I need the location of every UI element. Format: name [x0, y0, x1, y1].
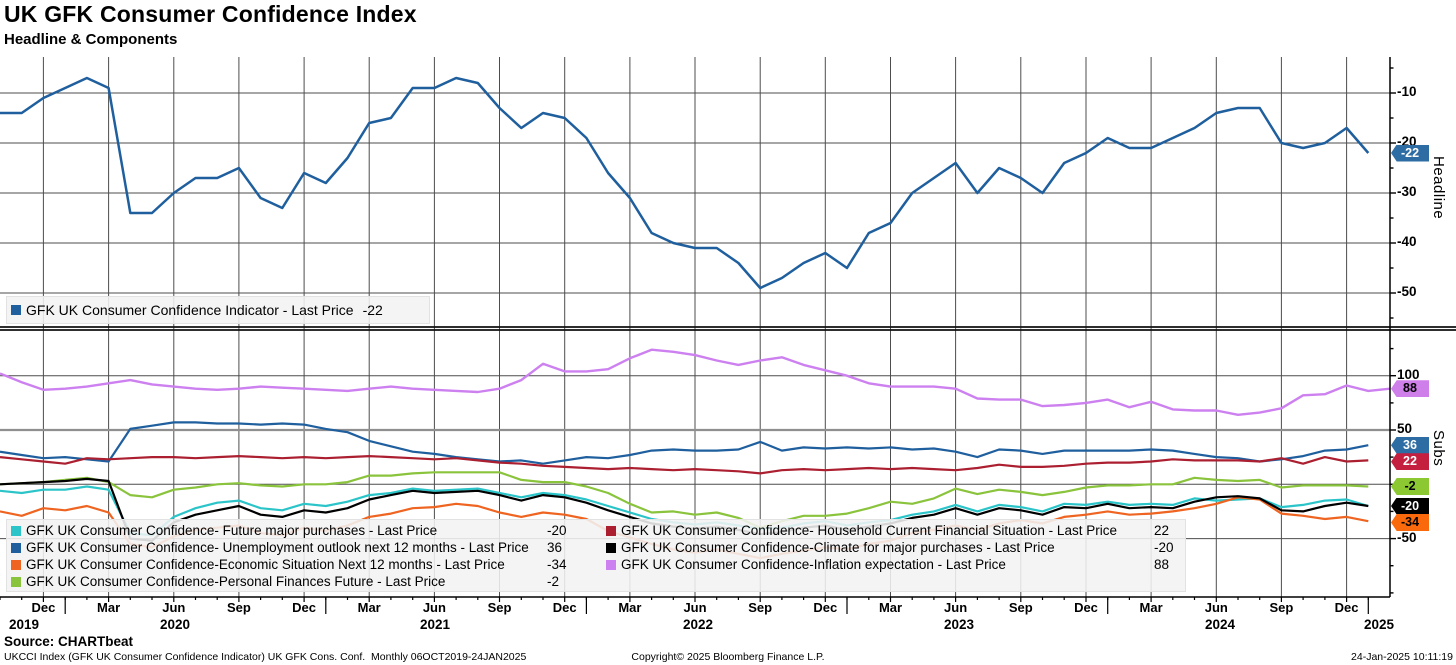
subs-series-line-1: [0, 421, 1369, 465]
legend-row[interactable]: GFK UK Consumer Confidence Indicator - L…: [7, 297, 429, 323]
legend-series-value: -34: [547, 557, 567, 572]
legend-series-label: GFK UK Consumer Confidence- Future major…: [26, 523, 438, 538]
legend-series-value: -2: [547, 574, 560, 589]
legend-series-marker: [11, 542, 21, 553]
legend-row[interactable]: GFK UK Consumer Confidence- Unemployment…: [7, 539, 602, 556]
subs-legend-left-column: GFK UK Consumer Confidence- Future major…: [7, 520, 602, 591]
legend-series-marker: [11, 525, 21, 536]
source-label: Source: CHARTbeat: [4, 634, 134, 649]
subs-series-line-6: [0, 348, 1390, 416]
subs-legend: GFK UK Consumer Confidence- Future major…: [6, 519, 1186, 592]
legend-series-value: -20: [547, 523, 567, 538]
legend-series-label: GFK UK Consumer Confidence-Climate for m…: [620, 540, 1055, 555]
legend-row[interactable]: GFK UK Consumer Confidence-Climate for m…: [602, 539, 1185, 556]
page-title: UK GFK Consumer Confidence Index: [4, 1, 417, 27]
legend-series-marker: [605, 559, 616, 570]
legend-series-label: GFK UK Consumer Confidence- Unemployment…: [26, 540, 529, 555]
legend-series-value: -22: [362, 302, 383, 318]
subs-legend-right-column: GFK UK Consumer Confidence- Household Cu…: [602, 520, 1185, 591]
legend-series-label: GFK UK Consumer Confidence-Personal Fina…: [26, 574, 446, 589]
legend-series-marker: [11, 576, 21, 587]
subs-series-line-4: [0, 455, 1369, 475]
legend-series-label: GFK UK Consumer Confidence Indicator - L…: [26, 302, 354, 318]
legend-series-marker: [11, 305, 21, 315]
legend-series-label: GFK UK Consumer Confidence- Household Cu…: [620, 523, 1117, 538]
headline-series-line: [0, 76, 1370, 290]
footer-timestamp: 24-Jan-2025 10:11:19: [1351, 651, 1453, 663]
legend-series-marker: [605, 525, 616, 536]
subs-axis-title: Subs: [1430, 430, 1447, 467]
legend-series-marker: [11, 559, 21, 570]
footer-copyright: Copyright© 2025 Bloomberg Finance L.P.: [631, 651, 825, 663]
legend-series-value: 36: [547, 540, 563, 555]
page-subtitle: Headline & Components: [4, 31, 178, 48]
legend-row[interactable]: GFK UK Consumer Confidence- Household Cu…: [602, 522, 1185, 539]
legend-row[interactable]: GFK UK Consumer Confidence-Personal Fina…: [7, 573, 602, 590]
legend-series-label: GFK UK Consumer Confidence-Inflation exp…: [620, 557, 1006, 572]
footer-ticker-meta: UKCCI Index (GFK UK Consumer Confidence …: [4, 651, 527, 663]
legend-series-marker: [605, 542, 616, 553]
legend-series-value: -20: [1153, 540, 1174, 555]
legend-row[interactable]: GFK UK Consumer Confidence- Future major…: [7, 522, 602, 539]
headline-legend: GFK UK Consumer Confidence Indicator - L…: [6, 296, 430, 324]
legend-series-value: 88: [1153, 557, 1170, 572]
legend-series-label: GFK UK Consumer Confidence-Economic Situ…: [26, 557, 505, 572]
legend-series-value: 22: [1153, 523, 1170, 538]
legend-row[interactable]: GFK UK Consumer Confidence-Economic Situ…: [7, 556, 602, 573]
subs-series-line-3: [0, 471, 1369, 529]
headline-axis-title: Headline: [1430, 156, 1447, 220]
legend-row[interactable]: GFK UK Consumer Confidence-Inflation exp…: [602, 556, 1185, 573]
